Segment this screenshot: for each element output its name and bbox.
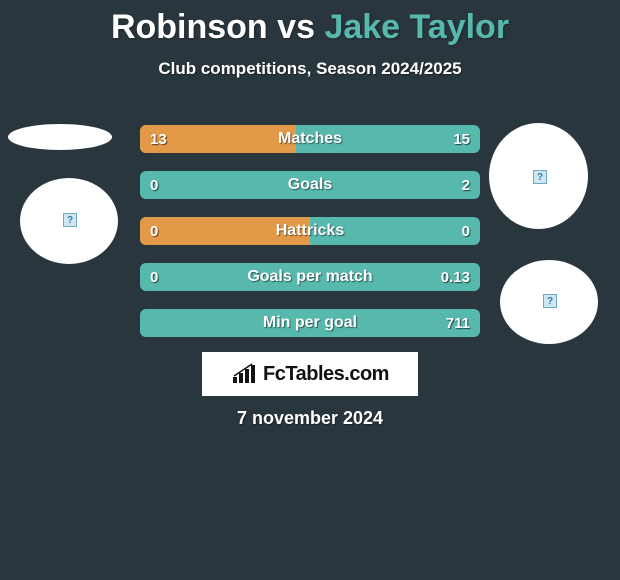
stat-label: Goals	[140, 171, 480, 199]
player2-name: Jake Taylor	[324, 8, 509, 46]
bar-chart-icon	[231, 363, 259, 385]
branding-text: FcTables.com	[263, 363, 389, 386]
subtitle: Club competitions, Season 2024/2025	[0, 59, 620, 79]
stat-bar-row: 02Goals	[140, 171, 480, 199]
decorative-ellipse-left	[8, 124, 112, 150]
comparison-title: Robinson vs Jake Taylor	[0, 0, 620, 47]
stat-bar-row: 00.13Goals per match	[140, 263, 480, 291]
stat-label: Goals per match	[140, 263, 480, 291]
stat-label: Hattricks	[140, 217, 480, 245]
stat-label: Min per goal	[140, 309, 480, 337]
stat-label: Matches	[140, 125, 480, 153]
image-placeholder-icon	[543, 294, 557, 308]
player1-name: Robinson	[111, 8, 268, 46]
stat-bars-container: 1315Matches 02Goals 00Hattricks 00.13Goals …	[140, 125, 480, 355]
stat-bar-row: 00Hattricks	[140, 217, 480, 245]
stat-bar-row: 1315Matches	[140, 125, 480, 153]
stat-bar-row: 711Min per goal	[140, 309, 480, 337]
branding-badge: FcTables.com	[202, 352, 418, 396]
image-placeholder-icon	[533, 170, 547, 184]
image-placeholder-icon	[63, 213, 77, 227]
vs-separator: vs	[277, 8, 315, 46]
snapshot-date: 7 november 2024	[0, 408, 620, 429]
